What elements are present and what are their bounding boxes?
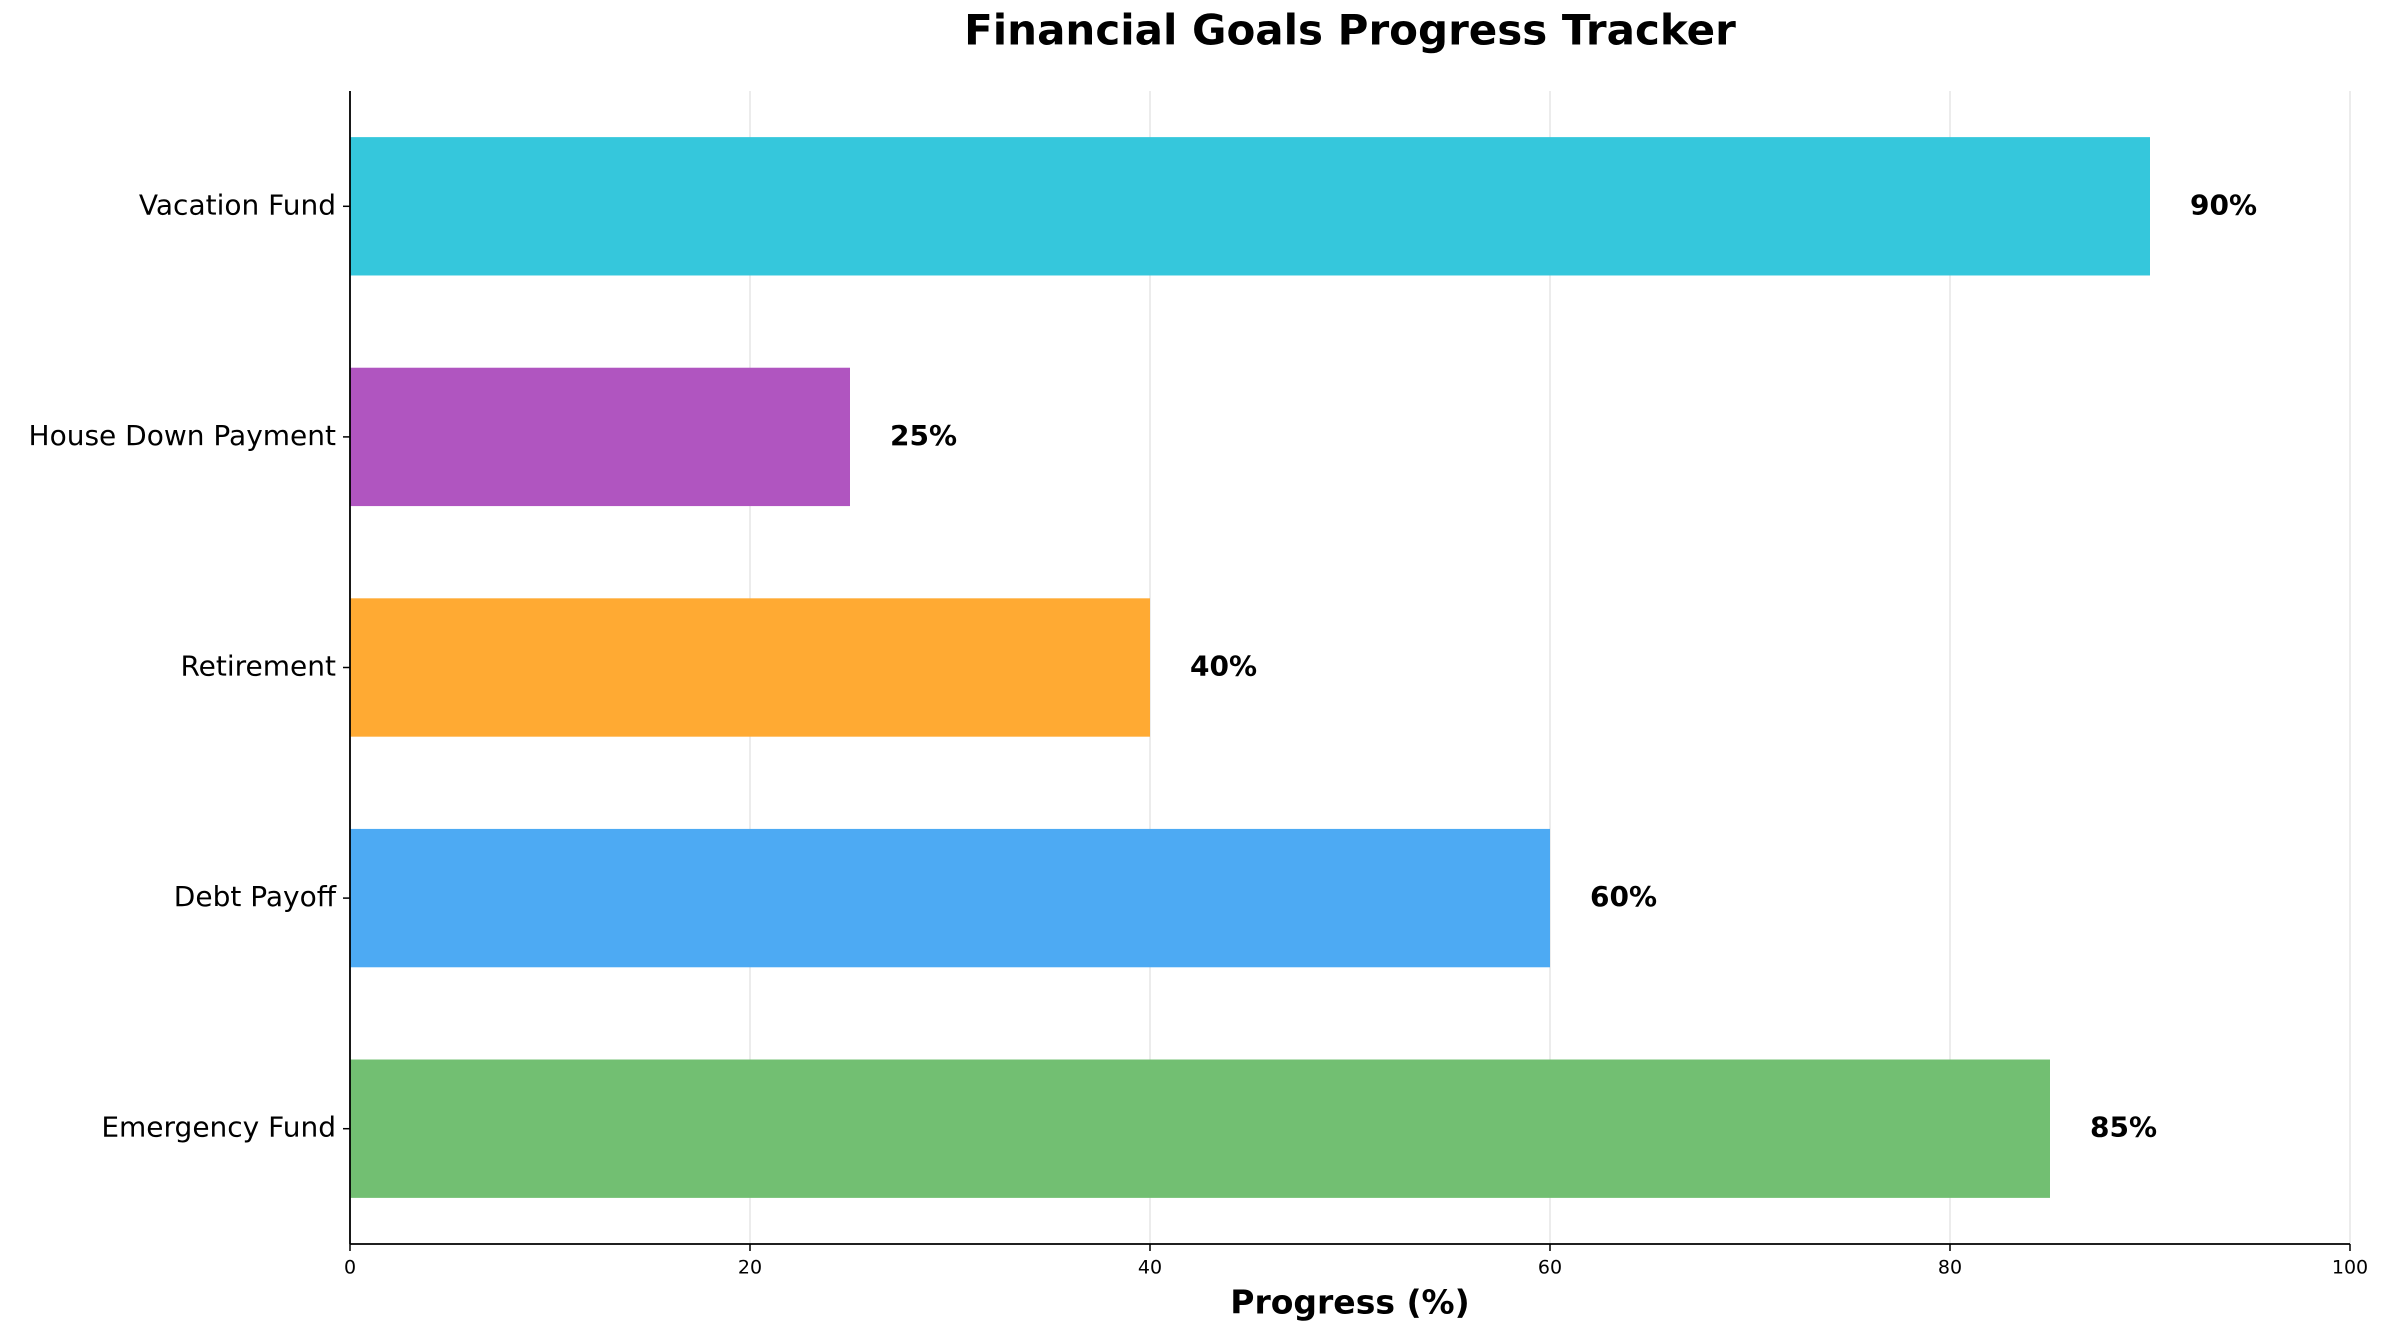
bar <box>350 1059 2050 1198</box>
y-tick-label: Emergency Fund <box>101 1111 336 1144</box>
x-tick-label: 80 <box>1938 1257 1962 1279</box>
y-tick-label: Retirement <box>180 650 336 683</box>
bar <box>350 598 1150 737</box>
value-label: 25% <box>890 419 957 452</box>
x-tick-label: 100 <box>2332 1257 2368 1279</box>
x-axis-label: Progress (%) <box>1230 1283 1469 1322</box>
bar <box>350 367 850 507</box>
bar <box>350 137 2150 276</box>
y-tick-label: Debt Payoff <box>174 880 337 913</box>
x-tick-label: 60 <box>1538 1257 1562 1279</box>
value-label: 60% <box>1590 880 1657 913</box>
chart-title: Financial Goals Progress Tracker <box>964 6 1736 55</box>
value-label: 40% <box>1190 650 1257 683</box>
x-tick-label: 40 <box>1138 1257 1162 1279</box>
value-label: 85% <box>2090 1111 2157 1144</box>
x-tick-label: 0 <box>344 1257 356 1279</box>
bar <box>350 828 1550 968</box>
y-tick-label: House Down Payment <box>29 419 336 452</box>
y-tick-label: Vacation Fund <box>139 188 336 221</box>
value-label: 90% <box>2190 188 2257 221</box>
x-tick-label: 20 <box>738 1257 762 1279</box>
